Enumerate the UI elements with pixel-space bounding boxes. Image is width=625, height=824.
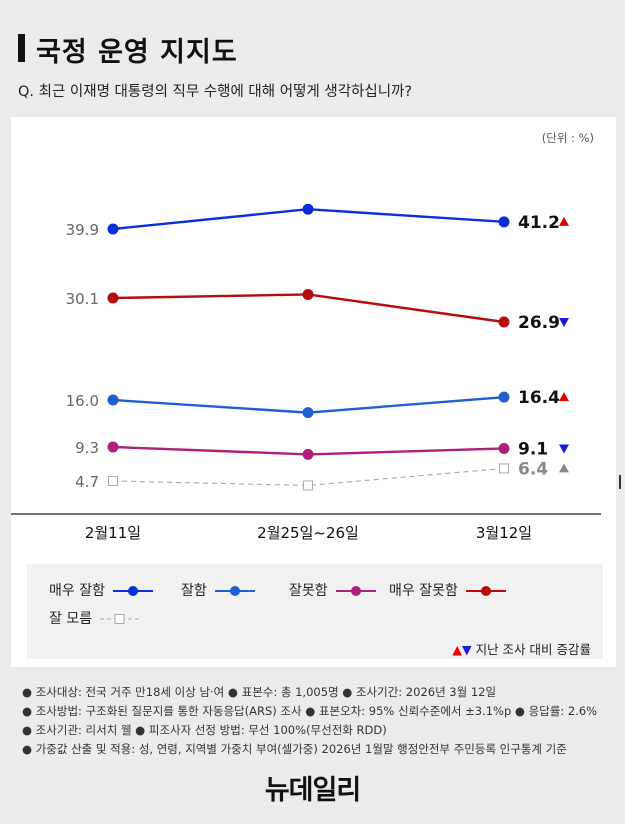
data-point — [498, 442, 510, 454]
legend-swatch-icon — [214, 586, 255, 596]
data-point — [499, 463, 509, 474]
legend-swatch-icon — [100, 614, 141, 624]
data-label-end: 6.4 — [518, 459, 548, 479]
footnote-line: ● 가중값 산출 및 적용: 성, 연령, 지역별 가중치 부여(셀가중) 20… — [22, 742, 567, 756]
change-indicator-icon — [559, 463, 569, 473]
legend-item: 잘함 — [181, 580, 257, 600]
series-line — [112, 467, 505, 487]
legend-label: 매우 잘함 — [49, 583, 105, 599]
data-label-start: 9.3 — [75, 439, 99, 457]
series-1: 30.1 26.9 — [66, 288, 569, 333]
data-point — [302, 448, 314, 460]
x-tick-label: 2월11일 — [85, 524, 141, 542]
legend-label: 잘함 — [181, 583, 207, 599]
data-label-start: 16.0 — [66, 392, 99, 410]
change-indicator-icon — [559, 318, 569, 327]
data-label-end: 9.1 — [518, 439, 548, 459]
data-point — [498, 316, 510, 328]
data-label-end: 26.9 — [518, 313, 560, 333]
data-label-end: 41.2 — [518, 213, 560, 233]
down-triangle-icon: ▼ — [461, 642, 472, 657]
data-label-end: 16.4 — [518, 388, 560, 408]
series-2: 16.0 16.4 — [66, 388, 569, 419]
change-indicator-icon — [559, 216, 569, 226]
legend-item: 매우 잘함 — [49, 580, 155, 600]
unit-label: (단위 : %) — [541, 131, 594, 145]
survey-footnotes: ● 조사대상: 전국 거주 만18세 이상 남·여 ● 표본수: 총 1,005… — [22, 683, 597, 759]
legend-swatch-icon — [465, 586, 506, 596]
data-point — [107, 223, 119, 235]
change-note-label: 지난 조사 대비 증감률 — [475, 642, 591, 657]
series-0: 39.9 41.2 — [66, 203, 569, 239]
legend-label: 매우 잘못함 — [389, 583, 458, 599]
footnote-line: ● 조사대상: 전국 거주 만18세 이상 남·여 ● 표본수: 총 1,005… — [22, 685, 497, 699]
change-note: ▲▼ 지난 조사 대비 증감률 — [452, 639, 591, 658]
data-label-start: 30.1 — [66, 290, 99, 308]
survey-question: Q. 최근 이재명 대통령의 직무 수행에 대해 어떻게 생각하십니까? — [18, 84, 413, 100]
legend-item: 잘못함 — [289, 580, 378, 600]
publisher-logo: 뉴데일리 — [264, 775, 361, 806]
edge-mark — [619, 475, 621, 489]
data-label-start: 4.7 — [75, 473, 99, 491]
up-triangle-icon: ▲ — [452, 642, 462, 657]
change-indicator-icon — [559, 392, 569, 402]
legend-item: 매우 잘못함 — [389, 580, 508, 600]
legend-swatch-icon — [335, 586, 376, 596]
legend-item: 잘 모름 — [49, 608, 142, 628]
x-tick-label: 3월12일 — [476, 524, 532, 542]
data-point — [498, 391, 510, 403]
data-label-start: 39.9 — [66, 221, 99, 239]
data-point — [108, 476, 118, 486]
data-point — [303, 480, 313, 491]
title-accent-bar — [18, 34, 25, 62]
x-tick-label: 2월25일~26일 — [257, 524, 359, 542]
chart-card: (단위 : %) 2월11일 2월25일~26일 3월12일 39.9 41.2 30.1… — [11, 117, 616, 667]
data-point — [302, 407, 314, 419]
data-point — [107, 292, 119, 304]
change-indicator-icon — [559, 444, 569, 454]
footnote-line: ● 조사기관: 리서치 웰 ● 피조사자 선정 방법: 무선 100%(무선전화… — [22, 723, 387, 737]
series-4: 4.7 6.4 — [75, 459, 569, 491]
legend-swatch-icon — [112, 586, 153, 596]
legend-label: 잘못함 — [289, 583, 328, 599]
data-point — [498, 216, 510, 228]
data-point — [107, 441, 119, 453]
footnote-line: ● 조사방법: 구조화된 질문지를 통한 자동응답(ARS) 조사 ● 표본오차… — [22, 704, 598, 718]
page-title: 국정 운영 지지도 — [36, 37, 238, 68]
legend-label: 잘 모름 — [49, 611, 93, 627]
data-point — [107, 394, 119, 406]
data-point — [302, 203, 314, 215]
series-3: 9.3 9.1 — [75, 439, 569, 460]
data-point — [302, 288, 314, 300]
